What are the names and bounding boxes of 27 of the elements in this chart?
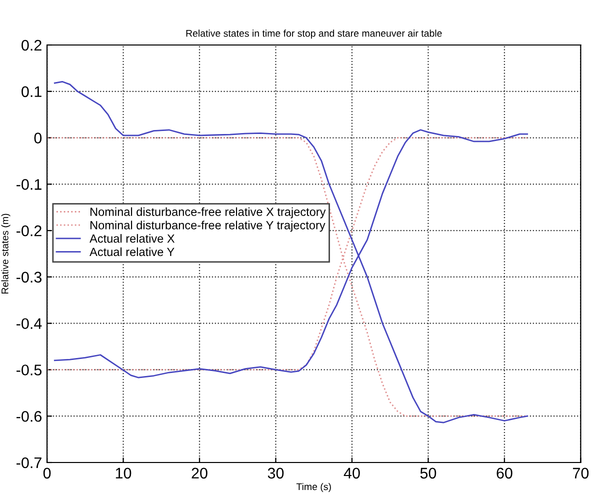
x-tick-label: 50 (420, 468, 436, 479)
x-tick-label: 30 (268, 468, 284, 479)
y-tick-label: -0.5 (16, 364, 42, 376)
y-tick-label: 0.1 (22, 86, 42, 98)
y-tick-label: 0.2 (22, 40, 42, 51)
x-tick-label: 60 (496, 468, 512, 479)
chart-title: Relative states in time for stop and stare maneuver air table (186, 30, 442, 39)
x-tick-label: 0 (43, 468, 51, 479)
x-tick-label: 40 (344, 468, 360, 479)
x-tick-label: 10 (116, 468, 132, 479)
line-series (54, 80, 528, 424)
legend-label: Actual relative X (90, 234, 175, 243)
y-tick-label: -0.7 (16, 457, 42, 468)
x-tick-label: 20 (192, 468, 208, 479)
line-series (47, 137, 528, 417)
y-tick-label: -0.1 (16, 179, 42, 190)
y-axis-title: Relative states (m) (1, 214, 10, 294)
y-tick-label: -0.3 (16, 272, 42, 283)
legend-label: Nominal disturbance-free relative X trajectory (90, 207, 326, 218)
legend-label: Actual relative Y (90, 247, 174, 256)
y-tick-label: -0.6 (16, 410, 42, 422)
x-axis-title: Time (s) (296, 482, 331, 492)
x-tick-label: 70 (572, 468, 589, 479)
legend-label: Nominal disturbance-free relative Y trajectory (90, 220, 326, 232)
y-tick-label: -0.2 (16, 225, 42, 236)
y-tick-label: 0 (34, 132, 42, 144)
y-tick-label: -0.4 (16, 318, 42, 330)
